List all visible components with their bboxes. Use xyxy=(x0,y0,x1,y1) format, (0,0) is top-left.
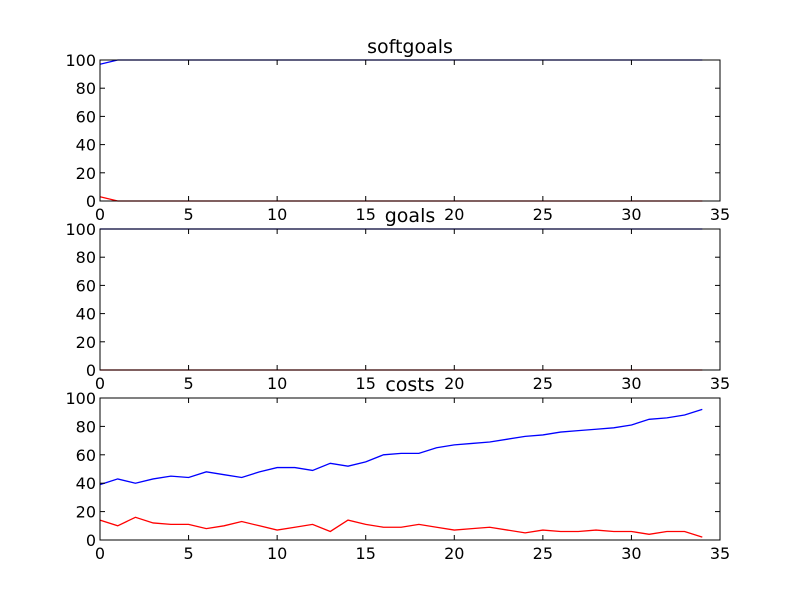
x-tick-label: 10 xyxy=(267,374,287,393)
x-tick-label: 15 xyxy=(356,205,376,224)
axes-frame xyxy=(99,397,721,541)
y-tick-label: 60 xyxy=(76,446,96,465)
chart-title: softgoals xyxy=(367,36,453,58)
x-tick-label: 25 xyxy=(533,374,553,393)
y-tick-label: 40 xyxy=(76,305,96,324)
series-line-1 xyxy=(99,408,703,486)
x-tick-label: 30 xyxy=(621,374,641,393)
x-tick-label: 30 xyxy=(621,544,641,563)
x-tick-label: 15 xyxy=(356,544,376,563)
x-tick-label: 15 xyxy=(356,374,376,393)
x-tick-label: 20 xyxy=(444,374,464,393)
subplot-softgoals: 0 5 10 15 20 25 30 35 0 20 40 60 80 100 softgoals xyxy=(65,36,730,224)
x-tick-label: 20 xyxy=(444,205,464,224)
chart-title: goals xyxy=(385,205,436,227)
y-tick-label: 0 xyxy=(86,192,96,211)
x-tick-label: 0 xyxy=(95,374,105,393)
x-tick-label: 5 xyxy=(183,544,193,563)
x-tick-label: 35 xyxy=(710,374,730,393)
series-line-2 xyxy=(99,516,703,538)
y-tick-label: 60 xyxy=(76,107,96,126)
y-tick-label: 80 xyxy=(76,248,96,267)
x-tick-label: 0 xyxy=(95,205,105,224)
y-tick-label: 40 xyxy=(76,474,96,493)
y-tick-label: 80 xyxy=(76,79,96,98)
x-tick-label: 10 xyxy=(267,544,287,563)
x-tick-label: 25 xyxy=(533,205,553,224)
x-tick-label: 25 xyxy=(533,544,553,563)
y-tick-label: 0 xyxy=(86,531,96,550)
y-tick-label: 0 xyxy=(86,361,96,380)
y-tick-label: 20 xyxy=(76,333,96,352)
x-tick-label: 35 xyxy=(710,205,730,224)
y-tick-label: 60 xyxy=(76,276,96,295)
x-tick-label: 30 xyxy=(621,205,641,224)
axes-frame xyxy=(99,59,721,202)
y-tick-label: 80 xyxy=(76,417,96,436)
x-tick-label: 0 xyxy=(95,544,105,563)
axes-frame xyxy=(99,228,721,371)
y-tick-label: 20 xyxy=(76,503,96,522)
x-tick-label: 20 xyxy=(444,544,464,563)
y-tick-label: 20 xyxy=(76,164,96,183)
x-tick-label: 5 xyxy=(183,205,193,224)
y-tick-label: 100 xyxy=(65,220,96,239)
chart-title: costs xyxy=(385,374,434,396)
x-tick-label: 5 xyxy=(183,374,193,393)
x-tick-label: 10 xyxy=(267,205,287,224)
x-tick-label: 35 xyxy=(710,544,730,563)
y-tick-label: 100 xyxy=(65,389,96,408)
y-tick-label: 40 xyxy=(76,136,96,155)
y-tick-label: 100 xyxy=(65,51,96,70)
